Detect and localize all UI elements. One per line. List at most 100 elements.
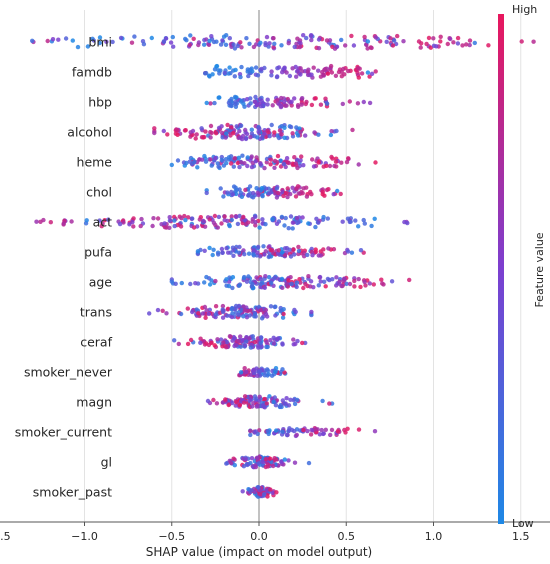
shap-point — [271, 399, 276, 405]
shap-point — [237, 128, 242, 134]
shap-point — [201, 218, 206, 224]
shap-point — [258, 307, 264, 313]
shap-point — [467, 42, 472, 48]
shap-point — [248, 428, 253, 434]
shap-point — [99, 224, 104, 229]
shap-point — [165, 132, 170, 137]
shap-point — [198, 340, 203, 345]
shap-point — [339, 160, 344, 165]
shap-point — [243, 221, 249, 227]
shap-point — [204, 100, 209, 106]
shap-point — [292, 307, 297, 313]
shap-point — [340, 283, 345, 289]
shap-point — [231, 42, 236, 47]
shap-point — [220, 303, 226, 309]
shap-point — [263, 41, 268, 46]
shap-point — [309, 246, 314, 252]
shap-point — [209, 278, 214, 283]
shap-point — [226, 250, 231, 255]
shap-point — [184, 38, 189, 43]
shap-point — [297, 277, 302, 282]
shap-point — [141, 42, 147, 47]
shap-point — [250, 334, 255, 339]
shap-point — [248, 96, 253, 101]
shap-point — [249, 488, 254, 493]
shap-point — [188, 33, 193, 38]
shap-point — [309, 309, 314, 315]
feature-label-bmi: bmi — [88, 35, 112, 50]
shap-point — [267, 134, 272, 139]
shap-point — [267, 456, 273, 461]
shap-point — [268, 157, 274, 162]
shap-point — [253, 464, 258, 470]
shap-point — [210, 252, 215, 258]
feature-label-smoker-never: smoker_never — [24, 365, 113, 380]
shap-point — [160, 308, 165, 313]
shap-point — [85, 44, 91, 49]
shap-point — [352, 284, 357, 289]
shap-point — [131, 216, 136, 221]
shap-point — [327, 401, 332, 406]
shap-point — [212, 100, 217, 106]
shap-point — [284, 282, 289, 287]
shap-point — [249, 131, 255, 136]
shap-point — [197, 217, 202, 222]
shap-point — [292, 401, 298, 407]
shap-point — [254, 455, 260, 460]
shap-point — [254, 186, 259, 191]
shap-point — [372, 429, 378, 434]
shap-point — [365, 39, 371, 44]
shap-point — [290, 185, 295, 190]
shap-point — [104, 39, 109, 44]
shap-point — [329, 427, 335, 433]
shap-point — [467, 38, 473, 43]
shap-point — [251, 252, 256, 257]
shap-point — [221, 34, 227, 39]
shap-point — [280, 367, 285, 372]
shap-point — [256, 345, 261, 350]
shap-point — [231, 131, 236, 136]
shap-point — [431, 43, 437, 48]
shap-point — [253, 219, 258, 225]
shap-point — [207, 282, 213, 287]
grid — [84, 10, 522, 522]
shap-point — [265, 97, 270, 102]
feature-row-smoker-current — [248, 426, 378, 439]
shap-point — [240, 489, 245, 494]
shap-point — [257, 368, 263, 374]
shap-point — [227, 65, 232, 70]
shap-point — [369, 45, 374, 51]
shap-point — [325, 276, 331, 282]
shap-point — [274, 186, 279, 191]
shap-point — [334, 164, 339, 169]
shap-point — [227, 98, 232, 104]
shap-point — [261, 244, 266, 249]
shap-point — [281, 193, 286, 199]
data-points — [30, 33, 536, 499]
shap-point — [216, 95, 221, 100]
shap-point — [249, 456, 255, 461]
shap-point — [197, 157, 202, 162]
shap-point — [301, 163, 306, 168]
shap-point — [308, 432, 314, 437]
shap-point — [265, 373, 270, 378]
shap-point — [321, 247, 326, 252]
shap-point — [298, 280, 303, 285]
shap-point — [519, 39, 524, 44]
shap-point — [364, 42, 369, 47]
feature-row-bmi — [30, 33, 536, 51]
shap-point — [321, 431, 326, 437]
shap-point — [243, 187, 248, 193]
shap-point — [234, 400, 239, 405]
shap-point — [390, 43, 396, 48]
shap-point — [236, 303, 242, 309]
shap-point — [239, 45, 244, 50]
shap-point — [242, 343, 248, 348]
shap-point — [367, 74, 372, 79]
shap-point — [171, 44, 176, 49]
shap-point — [244, 369, 249, 375]
shap-point — [327, 163, 333, 169]
feature-row-act — [34, 213, 410, 231]
shap-point — [184, 160, 189, 166]
shap-point — [200, 311, 206, 316]
